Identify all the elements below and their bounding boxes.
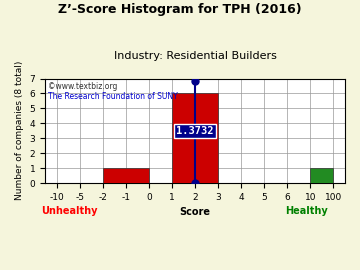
Text: ©www.textbiz.org: ©www.textbiz.org xyxy=(48,82,117,91)
Text: The Research Foundation of SUNY: The Research Foundation of SUNY xyxy=(48,92,178,101)
Bar xyxy=(103,168,149,183)
Bar xyxy=(310,168,333,183)
Title: Industry: Residential Builders: Industry: Residential Builders xyxy=(113,51,276,61)
X-axis label: Score: Score xyxy=(180,207,211,217)
Text: 1.3732: 1.3732 xyxy=(176,126,214,136)
Text: Z’-Score Histogram for TPH (2016): Z’-Score Histogram for TPH (2016) xyxy=(58,3,302,16)
Bar xyxy=(172,93,218,183)
Text: Unhealthy: Unhealthy xyxy=(41,206,97,216)
Text: Healthy: Healthy xyxy=(285,206,327,216)
Y-axis label: Number of companies (8 total): Number of companies (8 total) xyxy=(15,61,24,201)
